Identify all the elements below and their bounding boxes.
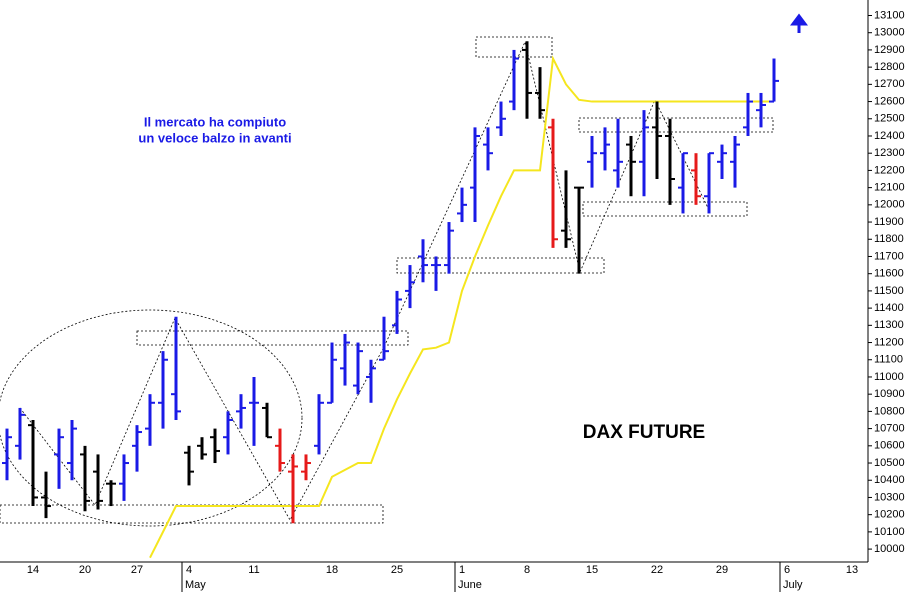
support-box: [582, 201, 748, 217]
y-tick-label: 12100: [874, 182, 905, 194]
y-tick-label: 12000: [874, 199, 905, 211]
support-box: [396, 257, 605, 274]
annotation: DAX FUTURE: [583, 422, 705, 443]
y-tick-label: 11200: [874, 336, 904, 348]
month-label: June: [458, 579, 482, 591]
annotation: Il mercato ha compiuto: [144, 114, 286, 129]
x-tick-label: 18: [326, 564, 338, 576]
x-tick-label: 29: [716, 564, 728, 576]
y-tick-label: 10000: [874, 543, 905, 555]
y-tick-label: 12800: [874, 61, 905, 73]
y-tick-label: 10100: [874, 526, 905, 538]
month-label: May: [185, 579, 206, 591]
x-tick-label: 14: [27, 564, 39, 576]
resistance-box: [136, 330, 409, 346]
x-tick-label: 11: [248, 564, 259, 576]
x-tick-label: 20: [79, 564, 91, 576]
y-tick-label: 10600: [874, 440, 905, 452]
y-tick-label: 11000: [874, 371, 904, 383]
y-tick-label: 12200: [874, 164, 905, 176]
x-tick-label: 22: [651, 564, 663, 576]
y-tick-label: 10900: [874, 388, 905, 400]
resistance-box: [578, 117, 774, 133]
y-tick-label: 11100: [874, 354, 903, 366]
x-tick-label: 1: [459, 564, 465, 576]
y-tick-label: 10200: [874, 509, 905, 521]
x-tick-label: 4: [186, 564, 192, 576]
y-tick-label: 11500: [874, 285, 904, 297]
y-tick-label: 12500: [874, 113, 905, 125]
x-tick-label: 6: [784, 564, 790, 576]
x-tick-label: 8: [524, 564, 530, 576]
y-tick-label: 10300: [874, 491, 905, 503]
y-tick-label: 10500: [874, 457, 905, 469]
y-tick-label: 12400: [874, 130, 905, 142]
y-tick-label: 12600: [874, 95, 905, 107]
x-tick-label: 25: [391, 564, 403, 576]
pattern-ellipse: [0, 309, 303, 527]
support-box: [0, 504, 384, 524]
x-tick-label: 13: [846, 564, 858, 576]
x-tick-label: 15: [586, 564, 598, 576]
y-tick-label: 11300: [874, 319, 904, 331]
y-tick-label: 11400: [874, 302, 904, 314]
month-label: July: [783, 579, 803, 591]
trend-line: [149, 55, 774, 559]
y-tick-label: 12700: [874, 78, 905, 90]
y-tick-label: 12300: [874, 147, 905, 159]
y-tick-label: 13100: [874, 9, 905, 21]
y-tick-label: 11800: [874, 233, 904, 245]
annotation: un veloce balzo in avanti: [138, 130, 291, 145]
up-arrow: [790, 13, 808, 33]
y-tick-label: 10800: [874, 405, 905, 417]
y-tick-label: 10700: [874, 423, 905, 435]
y-tick-label: 11900: [874, 216, 904, 228]
x-tick-label: 27: [131, 564, 143, 576]
y-tick-label: 13000: [874, 27, 905, 39]
y-tick-label: 10400: [874, 474, 905, 486]
y-tick-label: 11700: [874, 250, 904, 262]
y-tick-label: 12900: [874, 44, 905, 56]
y-tick-label: 11600: [874, 268, 904, 280]
